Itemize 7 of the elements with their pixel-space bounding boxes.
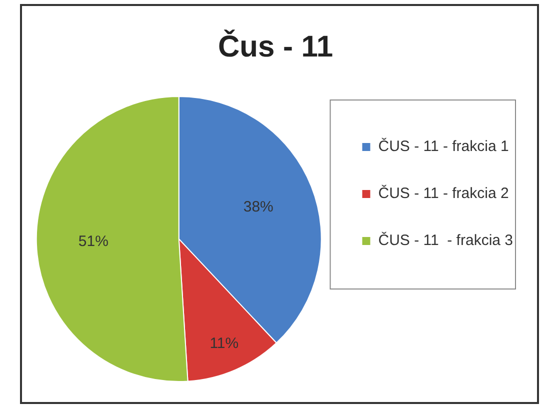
data-label: 11% (210, 334, 239, 352)
legend-label: ČUS - 11 - frakcia 2 (378, 184, 509, 202)
data-label: 51% (78, 232, 108, 250)
chart-title: Čus - 11 (218, 29, 334, 64)
legend-label: ČUS - 11 - frakcia 3 (378, 231, 514, 250)
legend-label: ČUS - 11 - frakcia 1 (378, 137, 509, 156)
data-label: 38% (243, 198, 274, 216)
